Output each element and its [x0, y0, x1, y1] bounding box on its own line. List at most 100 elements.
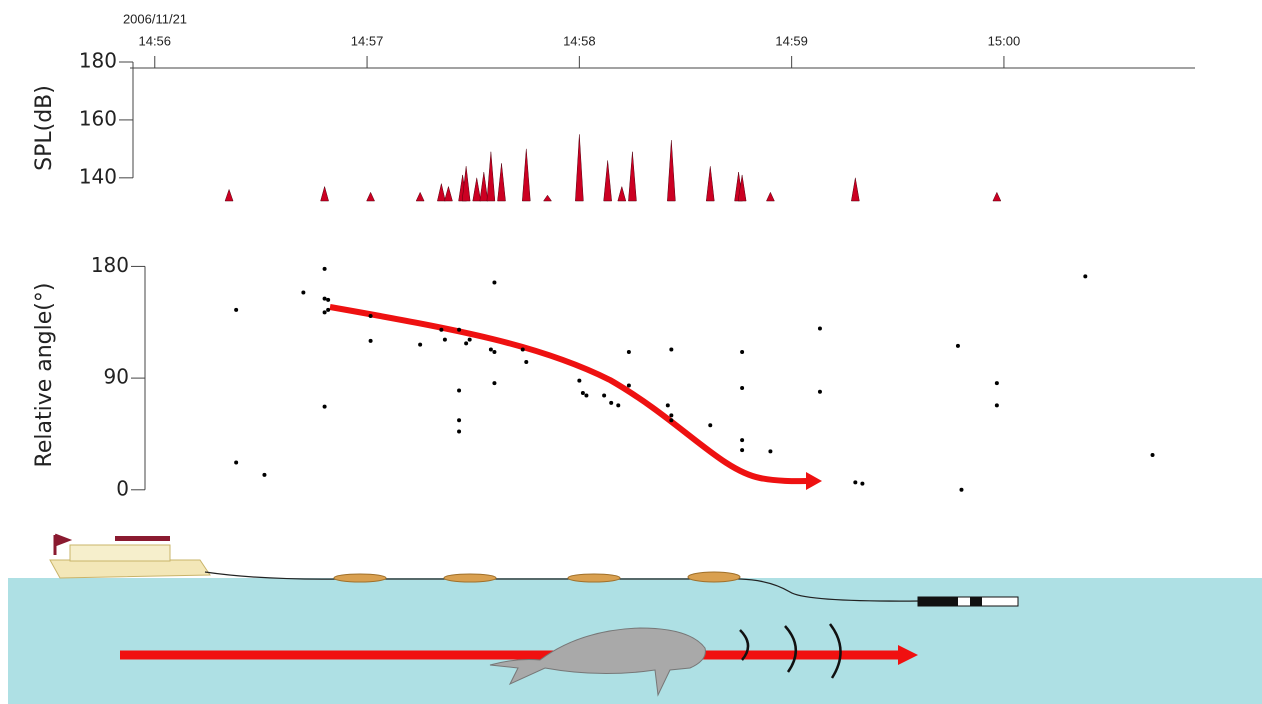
point — [577, 378, 582, 383]
point — [234, 460, 239, 465]
trend-arrow — [329, 304, 816, 485]
point — [626, 350, 631, 355]
point — [467, 337, 472, 342]
point — [665, 403, 670, 408]
point — [457, 418, 462, 423]
point — [301, 290, 306, 295]
point — [464, 341, 469, 346]
point — [322, 296, 327, 301]
floats — [333, 571, 741, 583]
hydrophone — [917, 596, 1019, 607]
y-tick-label: 180 — [79, 49, 117, 73]
point — [322, 310, 327, 315]
point — [994, 381, 999, 386]
point — [602, 393, 607, 398]
point — [955, 343, 960, 348]
spike — [522, 148, 531, 202]
spike — [617, 185, 627, 202]
spike — [320, 185, 329, 202]
spike — [628, 151, 637, 202]
point — [439, 327, 444, 332]
point — [669, 413, 674, 418]
point — [322, 266, 327, 271]
point — [326, 297, 331, 302]
track-arrow-head — [898, 645, 918, 665]
point — [520, 347, 525, 352]
point — [708, 423, 713, 428]
spike — [737, 174, 747, 202]
point — [768, 449, 773, 454]
spike — [479, 172, 489, 202]
x-tick-label: 14:59 — [775, 33, 808, 48]
y-axis-label: SPL(dB) — [32, 85, 57, 171]
spike — [667, 140, 676, 202]
spike — [992, 191, 1002, 202]
point — [1083, 274, 1088, 279]
y-tick-label: 0 — [116, 476, 129, 500]
point — [740, 386, 745, 391]
point — [959, 487, 964, 492]
spike — [461, 166, 471, 202]
point — [457, 327, 462, 332]
point — [262, 472, 267, 477]
point — [609, 400, 614, 405]
point — [368, 314, 373, 319]
point — [580, 390, 585, 395]
point — [234, 307, 239, 312]
spike — [497, 163, 506, 202]
x-tick-label: 14:58 — [563, 33, 596, 48]
cable — [204, 571, 921, 602]
boat — [49, 533, 211, 579]
y-axis-label: Relative angle(°) — [32, 283, 57, 468]
point — [492, 381, 497, 386]
spike — [851, 177, 860, 202]
point — [616, 403, 621, 408]
point — [740, 350, 745, 355]
y-tick-label: 180 — [91, 253, 129, 277]
spike — [705, 166, 715, 202]
spike — [472, 177, 482, 202]
sound-waves — [739, 623, 842, 679]
point — [524, 359, 529, 364]
x-tick-label: 14:57 — [351, 33, 384, 48]
trend-arrow-head — [806, 472, 822, 490]
point — [322, 404, 327, 409]
spike — [575, 134, 584, 202]
dugong — [489, 627, 706, 697]
spike — [543, 194, 552, 202]
point — [492, 350, 497, 355]
x-tick-label: 15:00 — [988, 33, 1021, 48]
point — [418, 342, 423, 347]
point — [994, 403, 999, 408]
point — [1150, 453, 1155, 458]
x-tick-label: 14:56 — [138, 33, 171, 48]
spike — [486, 151, 496, 202]
point — [669, 347, 674, 352]
spike — [444, 185, 453, 202]
point — [669, 418, 674, 423]
point — [740, 448, 745, 453]
spike — [224, 188, 234, 202]
point — [817, 326, 822, 331]
spike — [766, 191, 775, 202]
point — [457, 429, 462, 434]
y-tick-label: 160 — [79, 106, 117, 130]
spike — [415, 191, 425, 202]
point — [860, 481, 865, 486]
spike — [366, 191, 375, 202]
point — [584, 393, 589, 398]
y-tick-label: 140 — [79, 164, 117, 188]
point — [817, 389, 822, 394]
point — [626, 383, 631, 388]
point — [492, 280, 497, 285]
point — [326, 307, 331, 312]
spike — [437, 183, 446, 202]
spike — [603, 160, 612, 202]
point — [442, 337, 447, 342]
y-tick-label: 90 — [104, 365, 129, 389]
point — [740, 438, 745, 443]
date-label: 2006/11/21 — [123, 11, 187, 26]
point — [488, 347, 493, 352]
point — [853, 480, 858, 485]
